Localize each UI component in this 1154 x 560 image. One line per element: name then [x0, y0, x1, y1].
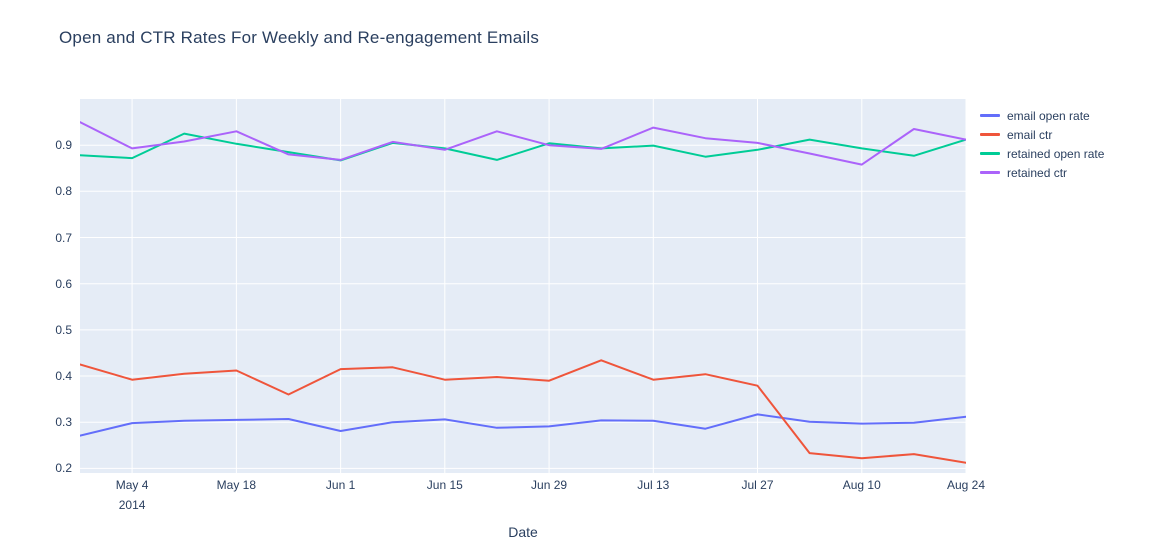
- y-tick-label: 0.2: [55, 461, 72, 476]
- legend-item-email-open-rate[interactable]: email open rate: [980, 106, 1104, 125]
- x-tick-label: Jun 29: [531, 478, 568, 492]
- x-tick-label: Aug 10: [842, 478, 881, 492]
- x-tick-sublabel: 2014: [118, 498, 146, 512]
- plot-background: [80, 99, 966, 473]
- plot-area[interactable]: [80, 99, 966, 473]
- y-tick-label: 0.5: [55, 322, 72, 337]
- chart-title: Open and CTR Rates For Weekly and Re-eng…: [59, 28, 540, 47]
- legend-line-swatch: [980, 152, 1000, 155]
- y-tick-label: 0.6: [55, 276, 72, 291]
- series-line-email-ctr: [80, 359, 966, 464]
- x-tick-label: Jul 27: [741, 478, 774, 492]
- legend-line-swatch: [980, 114, 1000, 117]
- legend: email open rate email ctr retained open ra…: [980, 106, 1104, 182]
- y-tick-label: 0.4: [55, 369, 72, 384]
- legend-item-retained-open-rate[interactable]: retained open rate: [980, 144, 1104, 163]
- legend-item-email-ctr[interactable]: email ctr: [980, 125, 1104, 144]
- x-tick-label: Jul 13: [637, 478, 670, 492]
- series-line-email-open-rate: [80, 413, 966, 437]
- legend-item-retained-ctr[interactable]: retained ctr: [980, 163, 1104, 182]
- series-line-retained-open-rate: [80, 132, 966, 162]
- x-tick-label: Jun 15: [426, 478, 463, 492]
- legend-label: email open rate: [1007, 108, 1090, 123]
- x-tick-label: May 18: [216, 478, 257, 492]
- x-tick-label: May 4 2014: [115, 478, 149, 512]
- y-tick-label: 0.8: [55, 184, 72, 199]
- legend-label: retained open rate: [1007, 146, 1105, 161]
- y-tick-label: 0.7: [55, 230, 72, 245]
- y-tick-label: 0.3: [55, 415, 72, 430]
- legend-line-swatch: [980, 133, 1000, 136]
- legend-label: email ctr: [1007, 127, 1053, 142]
- x-tick-label: Aug 24: [946, 478, 986, 492]
- legend-line-swatch: [980, 171, 1000, 174]
- series-line-retained-ctr: [80, 121, 966, 166]
- legend-label: retained ctr: [1007, 165, 1068, 180]
- x-axis-title: Date: [508, 524, 538, 540]
- y-tick-label: 0.9: [55, 138, 72, 153]
- x-tick-label: Jun 1: [325, 478, 356, 492]
